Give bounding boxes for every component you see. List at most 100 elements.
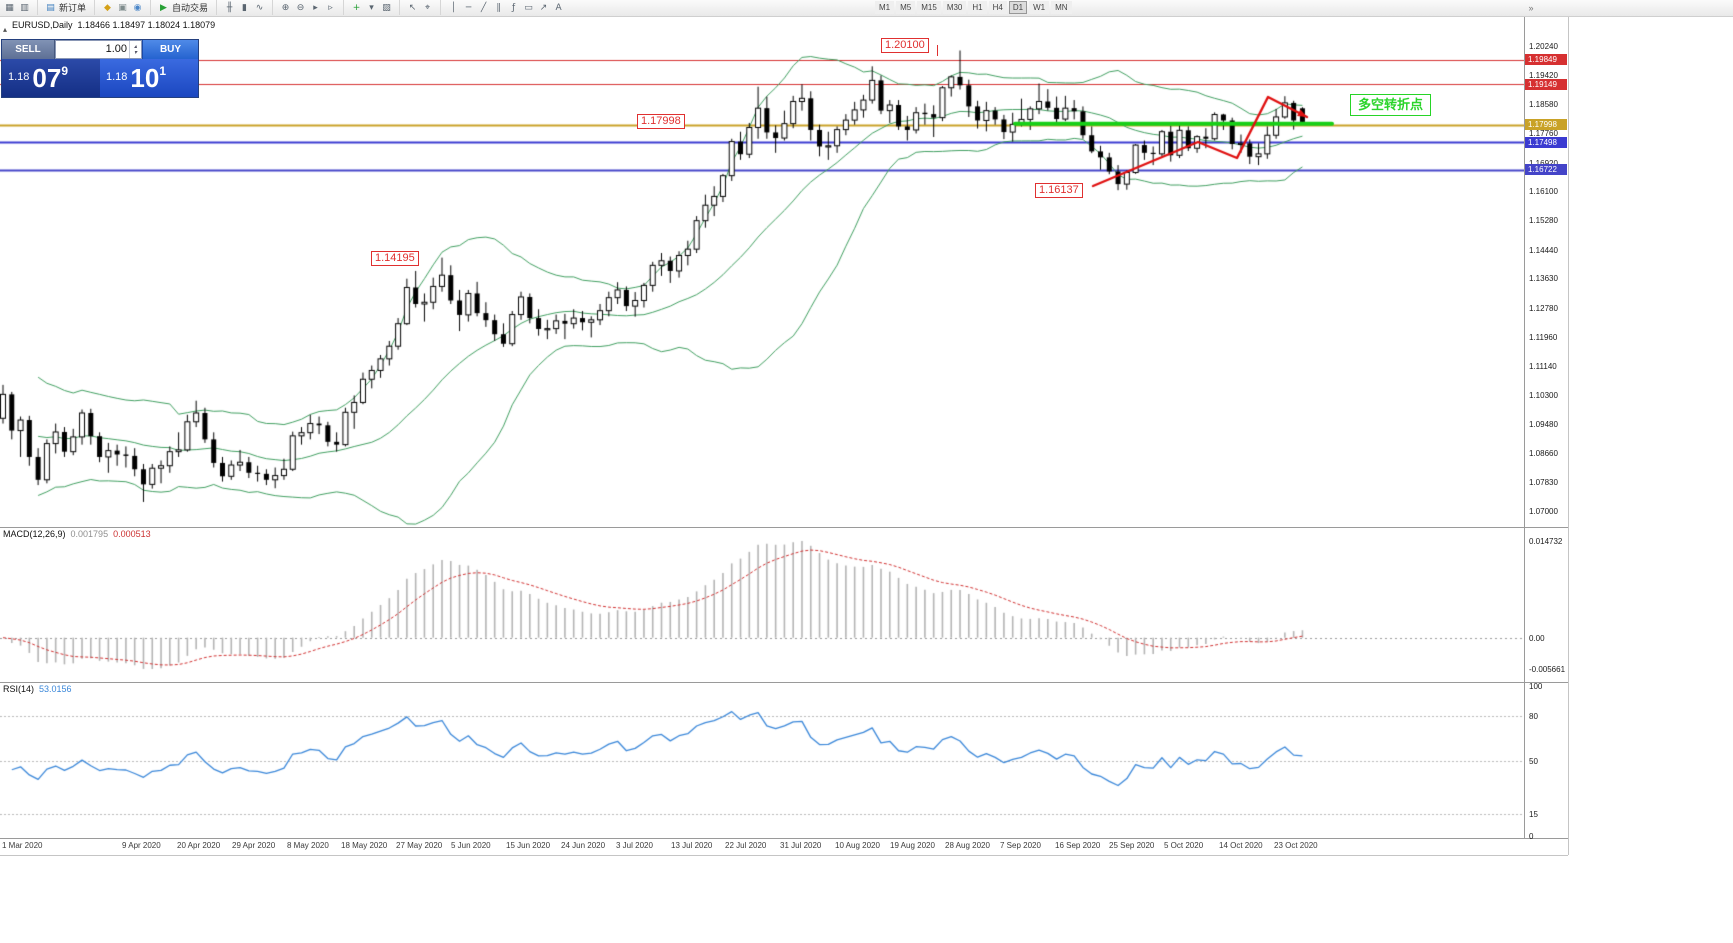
toolbar-group: ▶ 自动交易 (150, 0, 211, 15)
price-axis-tick: 1.12780 (1529, 304, 1558, 314)
timeframe-m15[interactable]: M15 (917, 1, 941, 14)
autotrading-label[interactable]: 自动交易 (172, 3, 209, 13)
indicator-windows-icon[interactable]: ▾ (369, 2, 374, 13)
buy-price-pips: 10 (130, 63, 160, 93)
sell-price-point: 9 (61, 64, 69, 78)
new-order-label[interactable]: 新订单 (59, 3, 87, 13)
date-axis-label: 28 Aug 2020 (945, 841, 990, 850)
rsi-separator[interactable] (0, 682, 1568, 683)
annotation-label: 多空转折点 (1350, 94, 1432, 116)
timeframe-m5[interactable]: M5 (896, 1, 916, 14)
chart-profiles-icon[interactable]: ▥ (20, 2, 29, 13)
chart-price-label: 1.16137 (1035, 183, 1083, 198)
macd-axis-min: -0.005661 (1529, 665, 1566, 674)
price-axis-border (1524, 16, 1525, 838)
trade-panel-prices: 1.18 07 9 1.18 10 1 (2, 59, 198, 97)
volume-field[interactable]: 1.00 ▴ ▾ (55, 40, 142, 59)
toolbar-icon-groups: ▦ ▥ ▤ 新订单 ◆ ▣ ◉ ▶ 自动交易 ╫ ▮ ∿ ⊕ ⊖ ▸ ▹ + ▾ ▨ ↖ ⌖ │ ─ ╱ ∥ ƒ ▭ ↗ A (2, 0, 566, 15)
toolbar-group: + ▾ ▨ (343, 0, 394, 15)
timeframe-h4[interactable]: H4 (988, 1, 1007, 14)
macd-canvas[interactable] (0, 527, 1524, 682)
panel-collapse-icon[interactable]: ▴ (3, 25, 8, 34)
buy-price[interactable]: 1.18 10 1 (100, 59, 198, 97)
rsi-title: RSI(14) (3, 684, 35, 694)
zoom-out-icon[interactable]: ⊖ (296, 2, 305, 13)
macd-title: MACD(12,26,9) (3, 529, 66, 539)
price-axis-tick: 1.15280 (1529, 216, 1558, 226)
timeframe-toolbar: M1 M5 M15 M30 H1 H4 D1 W1 MN (875, 1, 1072, 14)
templates-icon[interactable]: ▨ (382, 2, 391, 13)
toolbar-group: ▤ 新订单 (37, 0, 89, 15)
sell-price[interactable]: 1.18 07 9 (2, 59, 100, 97)
timeframe-w1[interactable]: W1 (1029, 1, 1050, 14)
date-axis-label: 1 Mar 2020 (2, 841, 43, 850)
indicators-icon[interactable]: + (352, 2, 361, 13)
price-axis-tick: 1.18580 (1529, 100, 1558, 110)
candlestick-chart-icon[interactable]: ▮ (242, 2, 247, 13)
equidistant-channel-icon[interactable]: ∥ (496, 2, 501, 13)
bar-chart-icon[interactable]: ╫ (226, 2, 233, 13)
sell-button[interactable]: SELL (2, 40, 55, 59)
cursor-icon[interactable]: ↖ (408, 2, 417, 13)
rsi-axis-tick: 0 (1529, 832, 1534, 841)
autotrading-icon[interactable]: ▶ (160, 2, 167, 13)
market-icon[interactable]: ◉ (133, 2, 142, 13)
zoom-in-icon[interactable]: ⊕ (281, 2, 290, 13)
rsi-axis-tick: 100 (1529, 682, 1543, 691)
timeframe-m1[interactable]: M1 (875, 1, 895, 14)
date-axis-label: 5 Oct 2020 (1164, 841, 1204, 850)
toolbar-group: ◆ ▣ ◉ (94, 0, 145, 15)
macd-axis-max: 0.014732 (1529, 537, 1563, 546)
volume-up-icon[interactable]: ▴ (133, 43, 137, 50)
metaeditor-icon[interactable]: ◆ (104, 2, 111, 13)
date-axis-label: 15 Jun 2020 (506, 841, 551, 850)
sell-price-figure: 1.18 (8, 71, 30, 83)
one-click-trading-panel: SELL 1.00 ▴ ▾ BUY 1.18 07 9 1.18 10 1 (2, 40, 198, 97)
trendline-icon[interactable]: ╱ (480, 2, 487, 13)
fibonacci-icon[interactable]: ƒ (511, 2, 516, 13)
line-chart-icon[interactable]: ∿ (255, 2, 264, 13)
main-chart-canvas[interactable] (0, 16, 1524, 527)
price-axis[interactable] (1525, 16, 1568, 838)
date-axis-label: 13 Jul 2020 (671, 841, 713, 850)
macd-axis-zero: 0.00 (1529, 633, 1545, 643)
shapes-icon[interactable]: ▭ (524, 2, 533, 13)
toolbar-overflow-icon[interactable]: » (1528, 2, 1534, 13)
price-axis-badge: 1.19849 (1525, 54, 1567, 66)
rsi-canvas[interactable] (0, 682, 1524, 838)
text-icon[interactable]: A (555, 2, 562, 13)
rsi-axis-tick: 15 (1529, 809, 1538, 819)
crosshair-icon[interactable]: ⌖ (424, 2, 431, 13)
arrows-icon[interactable]: ↗ (539, 2, 548, 13)
macd-indicator-label: MACD(12,26,9) 0.001795 0.000513 (3, 529, 151, 539)
new-chart-icon[interactable]: ▦ (5, 2, 14, 13)
date-axis[interactable] (0, 839, 1568, 855)
timeframe-m30[interactable]: M30 (942, 1, 967, 14)
horizontal-line-icon[interactable]: ─ (465, 2, 472, 13)
price-axis-badge: 1.17498 (1525, 136, 1567, 148)
vertical-line-icon[interactable]: │ (450, 2, 457, 13)
sell-price-pips: 07 (32, 63, 62, 93)
timeframe-h1[interactable]: H1 (968, 1, 987, 14)
date-axis-label: 25 Sep 2020 (1109, 841, 1155, 850)
volume-down-icon[interactable]: ▾ (133, 49, 137, 56)
trade-panel-top-row: SELL 1.00 ▴ ▾ BUY (2, 40, 198, 59)
buy-button[interactable]: BUY (142, 40, 198, 59)
terminal-icon[interactable]: ▣ (118, 2, 127, 13)
price-axis-tick: 1.07000 (1529, 507, 1558, 517)
volume-spinner[interactable]: ▴ ▾ (129, 41, 141, 58)
macd-signal-value: 0.000513 (113, 529, 151, 539)
volume-value[interactable]: 1.00 (105, 43, 127, 55)
price-axis-tick: 1.20240 (1529, 41, 1558, 51)
auto-scroll-icon[interactable]: ▸ (313, 2, 318, 13)
chart-shift-icon[interactable]: ▹ (328, 2, 333, 13)
symbol-period-label: EURUSD,Daily (12, 20, 73, 30)
macd-separator[interactable] (0, 527, 1568, 528)
new-order-icon[interactable]: ▤ (46, 2, 55, 13)
timeframe-mn[interactable]: MN (1051, 1, 1072, 14)
timeframe-d1[interactable]: D1 (1008, 1, 1028, 14)
date-axis-label: 19 Aug 2020 (890, 841, 935, 850)
chart-price-label: 1.17998 (637, 114, 685, 129)
rsi-value: 53.0156 (39, 684, 72, 694)
date-axis-label: 18 May 2020 (341, 841, 388, 850)
